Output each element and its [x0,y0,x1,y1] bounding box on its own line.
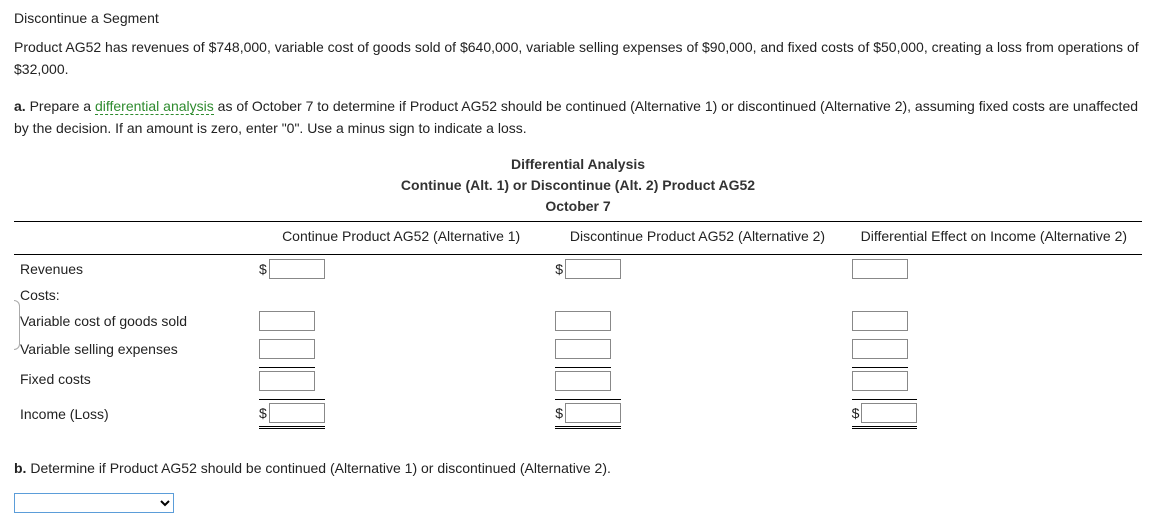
fixed-alt2-input[interactable] [555,371,611,391]
differential-analysis-link[interactable]: differential analysis [95,98,214,115]
varcogs-alt1-input[interactable] [259,311,315,331]
part-a-text-before: Prepare a [30,98,95,114]
analysis-title-line2: Continue (Alt. 1) or Discontinue (Alt. 2… [14,175,1142,196]
varsell-alt2-input[interactable] [555,339,611,359]
dollar-sign: $ [259,261,267,277]
page-tab-indicator [14,300,20,350]
label-revenues: Revenues [14,254,253,283]
varsell-diff-input[interactable] [852,339,908,359]
part-b-prefix: b. [14,460,30,476]
dollar-sign: $ [852,405,860,421]
row-revenues: Revenues $ $ [14,254,1142,283]
analysis-title-line1: Differential Analysis [14,154,1142,175]
fixed-diff-input[interactable] [852,371,908,391]
section-heading: Discontinue a Segment [14,10,1142,26]
revenues-alt2-input[interactable] [565,259,621,279]
revenues-diff-input[interactable] [852,259,908,279]
part-b-section: b. Determine if Product AG52 should be c… [14,457,1142,513]
varcogs-diff-input[interactable] [852,311,908,331]
varcogs-alt2-input[interactable] [555,311,611,331]
column-blank [14,221,253,254]
label-costs: Costs: [14,283,253,307]
label-income: Income (Loss) [14,395,253,433]
label-var-sell: Variable selling expenses [14,335,253,363]
row-var-sell: Variable selling expenses [14,335,1142,363]
dollar-sign: $ [555,261,563,277]
fixed-alt1-input[interactable] [259,371,315,391]
income-alt2-input[interactable] [565,403,621,423]
row-income: Income (Loss) $ $ $ [14,395,1142,433]
revenues-alt1-input[interactable] [269,259,325,279]
row-costs-label: Costs: [14,283,1142,307]
row-var-cogs: Variable cost of goods sold [14,307,1142,335]
part-a-instruction: a. Prepare a differential analysis as of… [14,95,1142,140]
income-alt1-input[interactable] [269,403,325,423]
label-var-cogs: Variable cost of goods sold [14,307,253,335]
row-fixed: Fixed costs [14,363,1142,395]
column-header-alt1: Continue Product AG52 (Alternative 1) [253,221,549,254]
dollar-sign: $ [555,405,563,421]
intro-paragraph: Product AG52 has revenues of $748,000, v… [14,36,1142,81]
decision-select[interactable] [14,493,174,513]
dollar-sign: $ [259,405,267,421]
differential-analysis-table: Continue Product AG52 (Alternative 1) Di… [14,221,1142,433]
varsell-alt1-input[interactable] [259,339,315,359]
part-b-text: Determine if Product AG52 should be cont… [30,460,611,476]
analysis-title-line3: October 7 [14,196,1142,217]
column-header-alt2: Discontinue Product AG52 (Alternative 2) [549,221,845,254]
column-header-diff: Differential Effect on Income (Alternati… [846,221,1142,254]
part-b-instruction: b. Determine if Product AG52 should be c… [14,457,1142,479]
analysis-title: Differential Analysis Continue (Alt. 1) … [14,154,1142,217]
label-fixed: Fixed costs [14,363,253,395]
part-a-prefix: a. [14,98,30,114]
income-diff-input[interactable] [861,403,917,423]
